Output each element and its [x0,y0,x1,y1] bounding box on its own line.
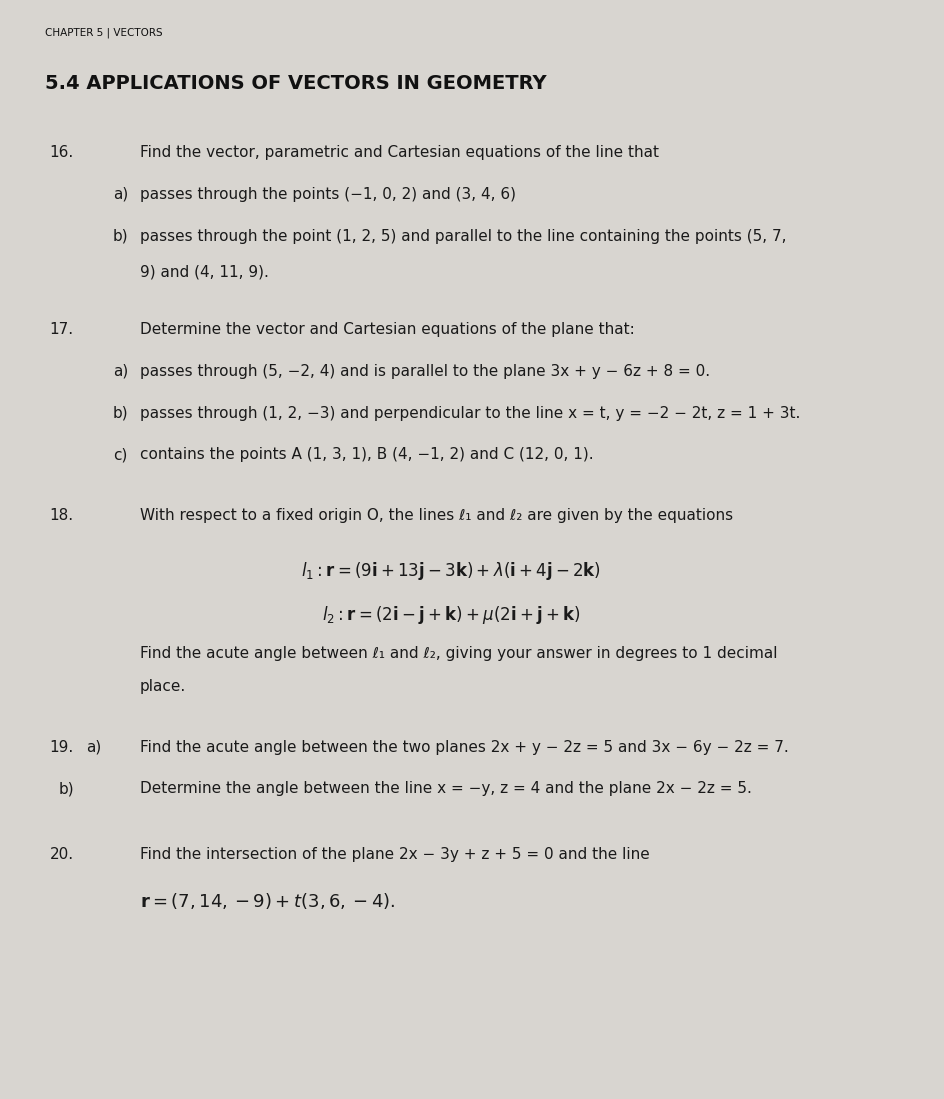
Text: 16.: 16. [50,145,74,160]
Text: 17.: 17. [50,322,74,337]
Text: Find the intersection of the plane 2x − 3y + z + 5 = 0 and the line: Find the intersection of the plane 2x − … [140,847,649,863]
Text: Determine the angle between the line x = −y, z = 4 and the plane 2x − 2z = 5.: Determine the angle between the line x =… [140,781,751,797]
Text: passes through (1, 2, −3) and perpendicular to the line x = t, y = −2 − 2t, z = : passes through (1, 2, −3) and perpendicu… [140,406,801,421]
Text: c): c) [112,447,127,463]
Text: 20.: 20. [50,847,74,863]
Text: Determine the vector and Cartesian equations of the plane that:: Determine the vector and Cartesian equat… [140,322,634,337]
Text: b): b) [112,406,128,421]
Text: Find the acute angle between the two planes 2x + y − 2z = 5 and 3x − 6y − 2z = 7: Find the acute angle between the two pla… [140,740,788,755]
Text: 5.4 APPLICATIONS OF VECTORS IN GEOMETRY: 5.4 APPLICATIONS OF VECTORS IN GEOMETRY [45,74,547,92]
Text: contains the points A (1, 3, 1), B (4, −1, 2) and C (12, 0, 1).: contains the points A (1, 3, 1), B (4, −… [140,447,594,463]
Text: $l_1 : \mathbf{r} = (9\mathbf{i} + 13\mathbf{j} - 3\mathbf{k}) + \lambda(\mathbf: $l_1 : \mathbf{r} = (9\mathbf{i} + 13\ma… [301,560,601,582]
Text: $\mathbf{r} = (7, 14, -9) + t(3, 6, -4).$: $\mathbf{r} = (7, 14, -9) + t(3, 6, -4).… [140,891,395,911]
Text: place.: place. [140,679,186,695]
Text: passes through the points (−1, 0, 2) and (3, 4, 6): passes through the points (−1, 0, 2) and… [140,187,515,202]
Text: passes through the point (1, 2, 5) and parallel to the line containing the point: passes through the point (1, 2, 5) and p… [140,229,786,244]
Text: $l_2 : \mathbf{r} = (2\mathbf{i} - \mathbf{j} + \mathbf{k}) + \mu(2\mathbf{i} + : $l_2 : \mathbf{r} = (2\mathbf{i} - \math… [322,604,581,626]
Text: CHAPTER 5 | VECTORS: CHAPTER 5 | VECTORS [45,27,162,38]
Text: a): a) [112,364,128,379]
Text: a): a) [112,187,128,202]
Text: Find the acute angle between ℓ₁ and ℓ₂, giving your answer in degrees to 1 decim: Find the acute angle between ℓ₁ and ℓ₂, … [140,646,777,662]
Text: b): b) [112,229,128,244]
Text: 19.: 19. [50,740,74,755]
Text: passes through (5, −2, 4) and is parallel to the plane 3x + y − 6z + 8 = 0.: passes through (5, −2, 4) and is paralle… [140,364,710,379]
Text: Find the vector, parametric and Cartesian equations of the line that: Find the vector, parametric and Cartesia… [140,145,659,160]
Text: 9) and (4, 11, 9).: 9) and (4, 11, 9). [140,265,269,280]
Text: 18.: 18. [50,508,74,523]
Text: b): b) [59,781,75,797]
Text: With respect to a fixed origin O, the lines ℓ₁ and ℓ₂ are given by the equations: With respect to a fixed origin O, the li… [140,508,733,523]
Text: a): a) [86,740,101,755]
